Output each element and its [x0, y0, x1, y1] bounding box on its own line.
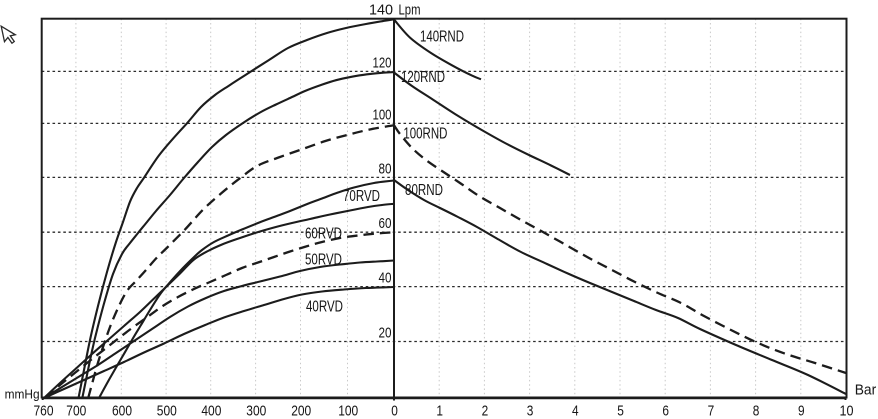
svg-text:70RVD: 70RVD	[343, 188, 380, 205]
svg-text:100: 100	[373, 106, 392, 123]
svg-text:2: 2	[482, 403, 489, 419]
svg-text:700: 700	[66, 403, 86, 419]
svg-text:400: 400	[201, 403, 221, 419]
svg-text:1: 1	[436, 403, 443, 419]
svg-text:60RVD: 60RVD	[305, 226, 342, 243]
svg-text:80RND: 80RND	[405, 182, 443, 199]
svg-text:100RND: 100RND	[403, 125, 447, 142]
svg-text:100: 100	[338, 403, 358, 419]
svg-text:4: 4	[572, 403, 579, 419]
svg-text:300: 300	[246, 403, 266, 419]
svg-text:140RND: 140RND	[420, 29, 464, 46]
svg-text:120: 120	[373, 54, 392, 71]
svg-text:9: 9	[798, 403, 805, 419]
svg-text:0: 0	[391, 403, 398, 419]
svg-text:20: 20	[379, 324, 392, 341]
svg-text:6: 6	[662, 403, 669, 419]
svg-text:140: 140	[369, 2, 393, 19]
svg-text:500: 500	[157, 403, 177, 419]
svg-text:760: 760	[34, 403, 54, 419]
svg-text:10: 10	[840, 403, 854, 419]
svg-text:7: 7	[708, 403, 715, 419]
svg-text:5: 5	[617, 403, 624, 419]
svg-text:80: 80	[379, 160, 392, 177]
svg-text:3: 3	[527, 403, 534, 419]
svg-text:mmHg: mmHg	[5, 388, 40, 402]
svg-text:120RND: 120RND	[401, 69, 445, 86]
svg-text:50RVD: 50RVD	[305, 252, 342, 269]
svg-text:60: 60	[379, 215, 392, 232]
svg-text:600: 600	[112, 403, 132, 419]
svg-text:40: 40	[379, 270, 392, 287]
svg-text:200: 200	[291, 403, 311, 419]
svg-text:40RVD: 40RVD	[306, 299, 343, 316]
svg-text:Bar: Bar	[855, 382, 877, 399]
svg-text:Lpm: Lpm	[399, 2, 421, 19]
svg-text:8: 8	[753, 403, 760, 419]
